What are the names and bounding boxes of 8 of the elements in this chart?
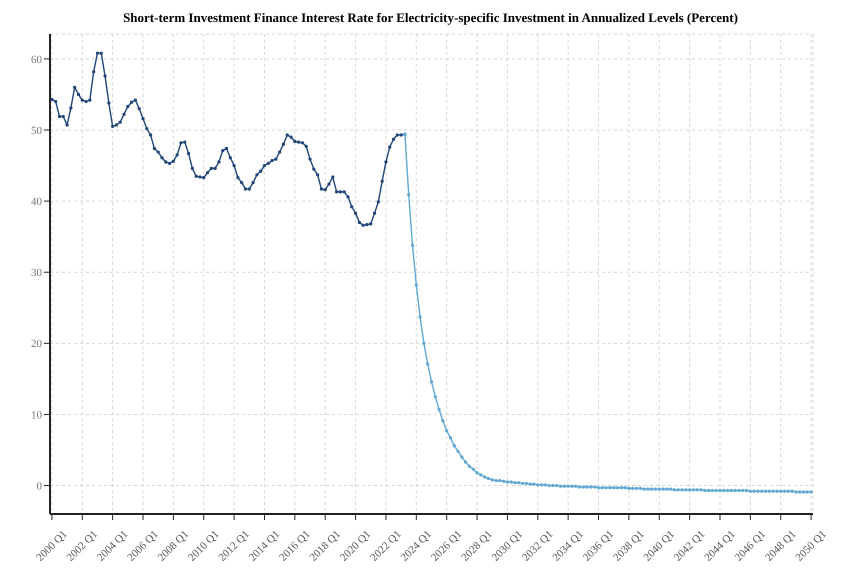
y-tick-label: 60 [31,54,42,66]
y-tick-label: 20 [31,338,42,350]
chart-title: Short-term Investment Finance Interest Rate for Electricity-specific Investment in Annualized Levels (Percent) [122,9,739,27]
y-tick-label: 0 [36,480,42,492]
y-tick-label: 30 [31,267,42,280]
y-tick-label: 10 [31,409,42,422]
y-tick-label: 40 [31,196,42,208]
y-tick-label: 50 [31,124,42,137]
